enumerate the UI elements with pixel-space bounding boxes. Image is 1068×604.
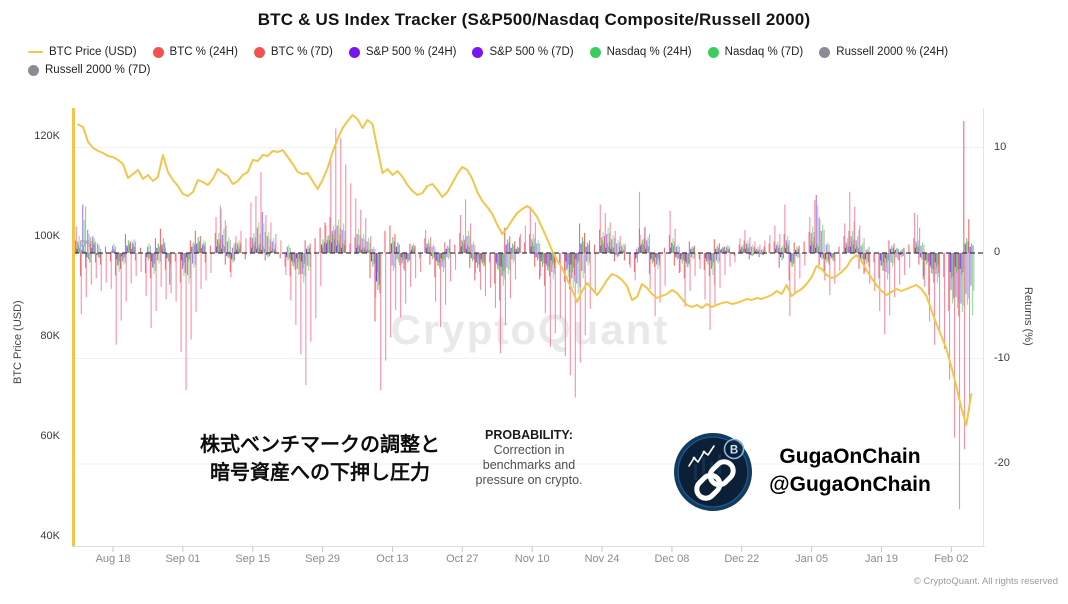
legend-item[interactable]: BTC % (24H) xyxy=(152,46,238,58)
handle-name: GugaOnChain xyxy=(779,445,921,468)
probability-line: pressure on crypto. xyxy=(475,472,583,487)
legend-dot-marker xyxy=(589,46,601,58)
x-axis-tick-label: Oct 13 xyxy=(376,553,409,565)
annotation-japanese: 株式ベンチマークの調整と 暗号資産への下押し圧力 xyxy=(170,431,470,487)
logo-trend-line-icon xyxy=(688,445,715,467)
logo-ring xyxy=(677,436,749,508)
legend-item-label: Russell 2000 % (24H) xyxy=(836,46,949,58)
legend-item-label: BTC Price (USD) xyxy=(49,46,137,58)
x-axis-tick-label: Nov 10 xyxy=(514,553,550,565)
x-axis-tick-label: Oct 27 xyxy=(446,553,479,565)
legend-item[interactable]: Nasdaq % (7D) xyxy=(707,46,804,58)
x-axis-tick-label: Nov 24 xyxy=(584,553,620,565)
annotation-japanese-line1: 株式ベンチマークの調整と xyxy=(200,434,440,456)
probability-line: benchmarks and xyxy=(482,457,576,472)
legend-item[interactable]: BTC Price (USD) xyxy=(28,46,137,58)
x-axis-tick-label: Jan 19 xyxy=(864,553,898,565)
legend-item[interactable]: S&P 500 % (7D) xyxy=(472,46,574,58)
price-axis-tick-label: 60K xyxy=(40,430,60,442)
returns-axis-tick-label: -10 xyxy=(994,351,1010,364)
gugaonchain-logo: B xyxy=(674,433,752,511)
x-axis-tick-label: Dec 08 xyxy=(654,553,690,565)
left-axis-title: BTC Price (USD) xyxy=(12,300,24,384)
legend-item-label: Nasdaq % (7D) xyxy=(724,46,804,58)
returns-axis-tick-label: -20 xyxy=(994,457,1010,469)
x-axis-tick-label: Feb 02 xyxy=(934,553,969,565)
legend-item[interactable]: S&P 500 % (24H) xyxy=(348,46,457,58)
price-axis-tick-label: 100K xyxy=(34,230,60,242)
legend-item-label: Nasdaq % (24H) xyxy=(606,46,692,58)
x-axis-tick-label: Aug 18 xyxy=(95,553,131,565)
legend-dot-marker xyxy=(707,46,719,58)
legend-line-marker xyxy=(28,50,43,54)
legend-dot-marker xyxy=(819,46,831,58)
legend-item-label: BTC % (24H) xyxy=(169,46,238,58)
legend-item[interactable]: Nasdaq % (24H) xyxy=(589,46,692,58)
annotation-probability: PROBABILITY: Correction in benchmarks an… xyxy=(456,428,602,487)
legend-dot-marker xyxy=(152,46,164,58)
x-axis-tick-label: Dec 22 xyxy=(724,553,760,565)
legend: BTC Price (USD) BTC % (24H) BTC % (7D) S&P … xyxy=(28,46,1050,76)
price-axis-tick-label: 80K xyxy=(40,330,60,342)
legend-item-label: S&P 500 % (7D) xyxy=(489,46,574,58)
legend-item[interactable]: BTC % (7D) xyxy=(253,46,333,58)
handle-block: GugaOnChain @GugaOnChain xyxy=(750,443,950,498)
x-axis-tick-label: Sep 01 xyxy=(165,553,201,565)
watermark: CryptoQuant xyxy=(391,306,670,353)
plot-svg: CryptoQuant 0% xyxy=(72,108,985,552)
copyright-text: © CryptoQuant. All rights reserved xyxy=(913,576,1058,587)
price-axis-tick-label: 120K xyxy=(34,130,60,142)
legend-item-label: Russell 2000 % (7D) xyxy=(45,64,151,76)
legend-item[interactable]: Russell 2000 % (24H) xyxy=(819,46,948,58)
returns-axis-tick-label: 10 xyxy=(994,140,1007,153)
price-axis-tick-label: 40K xyxy=(40,530,60,542)
x-axis-tick-label: Jan 05 xyxy=(795,553,829,565)
probability-line: Correction in xyxy=(493,443,565,457)
legend-item[interactable]: Russell 2000 % (7D) xyxy=(28,64,150,76)
legend-dot-marker xyxy=(348,46,360,58)
legend-item-label: BTC % (7D) xyxy=(270,46,333,58)
legend-dot-marker xyxy=(472,46,484,58)
annotation-japanese-line2: 暗号資産への下押し圧力 xyxy=(210,462,430,484)
logo-btc-badge-letter: B xyxy=(730,445,738,457)
returns-axis-tick-label: 0 xyxy=(994,246,1001,258)
logo-chain-link-icon xyxy=(694,459,736,501)
right-axis-title: Returns (%) xyxy=(1022,287,1034,346)
logo-btc-badge-icon xyxy=(723,438,745,460)
x-axis-tick-label: Sep 29 xyxy=(305,553,341,565)
zero-percent-label: 0% xyxy=(80,238,95,250)
x-axis-tick-label: Sep 15 xyxy=(235,553,271,565)
legend-dot-marker xyxy=(28,64,39,76)
legend-item-label: S&P 500 % (24H) xyxy=(365,46,457,58)
legend-dot-marker xyxy=(253,46,265,58)
probability-title: PROBABILITY: xyxy=(485,428,573,442)
handle-at: @GugaOnChain xyxy=(769,472,931,496)
page-title: BTC & US Index Tracker (S&P500/Nasdaq Co… xyxy=(257,10,811,29)
